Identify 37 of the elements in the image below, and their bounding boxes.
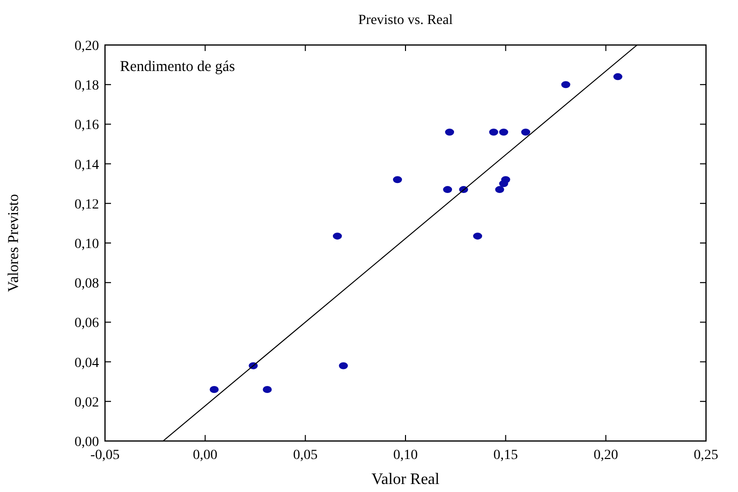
point	[495, 186, 504, 194]
y-tick-label: 0,10	[74, 237, 99, 252]
y-tick-label: 0,20	[74, 39, 99, 54]
y-tick-label: 0,18	[74, 78, 99, 94]
x-tick-label: 0,15	[493, 448, 518, 463]
y-tick-label: 0,14	[74, 158, 99, 173]
y-tick-label: 0,08	[74, 276, 99, 292]
point	[501, 176, 510, 184]
x-axis-title: Valor Real	[372, 471, 440, 488]
point	[210, 386, 219, 394]
y-tick-label: 0,16	[74, 118, 99, 134]
x-tick-label: 0,10	[393, 448, 418, 463]
point	[613, 73, 622, 80]
x-tick-label: 0,25	[694, 448, 718, 463]
x-tick-label: 0,00	[192, 448, 218, 463]
point	[262, 386, 272, 394]
y-tick-label: 0,02	[74, 395, 99, 410]
point	[443, 186, 452, 194]
point	[392, 176, 402, 184]
y-tick-label: 0,00	[74, 435, 99, 450]
annotation: Rendimento de gás	[120, 59, 236, 75]
point	[338, 362, 348, 370]
point	[332, 232, 342, 240]
y-axis-title: Valores Previsto	[6, 194, 22, 292]
point	[499, 128, 508, 136]
point	[489, 128, 498, 136]
chart-title: Previsto vs. Real	[358, 13, 453, 28]
y-tick-label: 0,06	[74, 316, 99, 332]
y-tick-label: 0,12	[74, 197, 99, 212]
x-tick-label: 0,20	[594, 448, 618, 463]
point	[445, 128, 454, 136]
x-tick-label: 0,05	[293, 448, 318, 463]
y-tick-label: 0,04	[74, 356, 99, 371]
point	[561, 81, 570, 88]
point	[473, 232, 482, 240]
point	[521, 128, 530, 136]
x-tick-label: -0,05	[90, 448, 120, 463]
